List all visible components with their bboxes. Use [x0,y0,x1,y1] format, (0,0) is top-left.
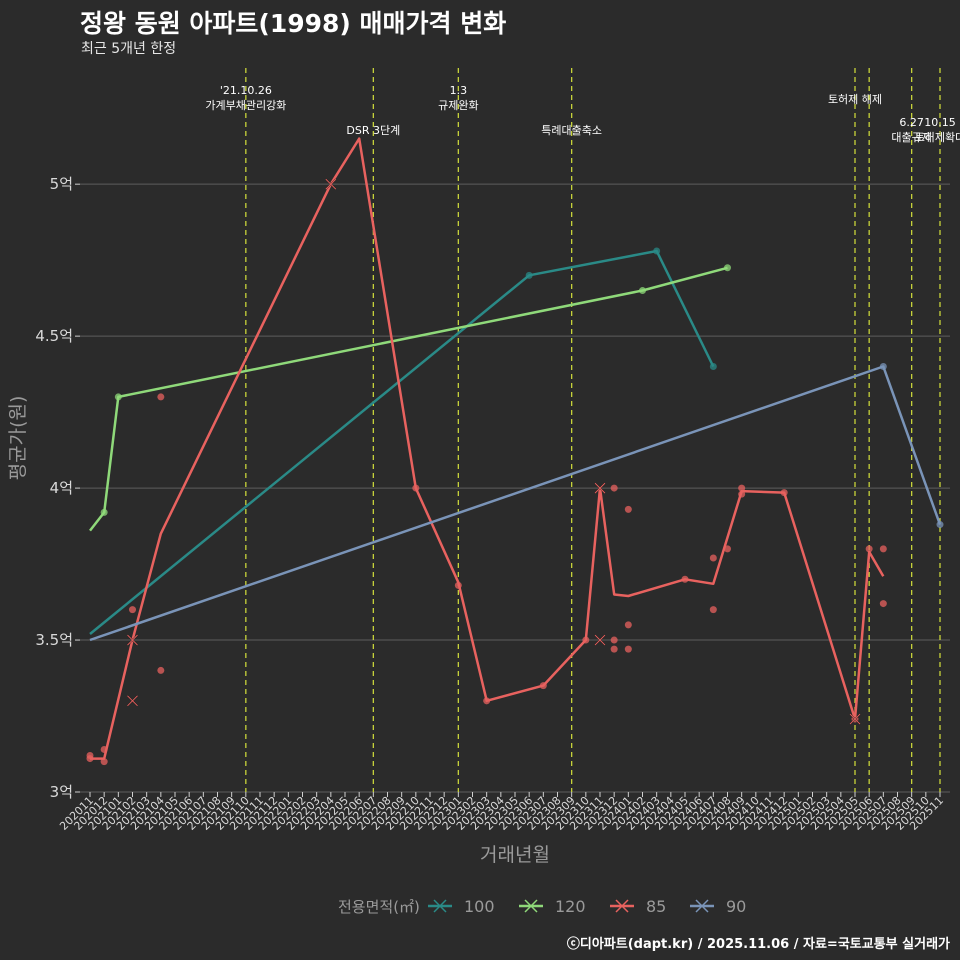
data-point-85 [539,682,547,690]
data-point-85 [780,489,788,497]
data-point-100 [653,247,661,255]
data-point-90 [936,521,944,529]
data-point-120 [724,264,731,272]
cross-stroke [849,713,861,725]
y-tick-label: 4.5억 [35,327,73,345]
data-point-85 [100,758,108,766]
data-point-85 [412,484,420,492]
series-line-100 [89,249,715,635]
data-point-85 [681,575,689,583]
legend-label: 100 [464,897,495,916]
x-axis-title: 거래년월 [480,844,550,866]
event-label: DSR 3단계 [346,124,400,137]
data-point-85 [582,636,590,644]
legend-label: 120 [555,897,586,916]
series-line-90 [89,365,942,642]
event-label: '21.10.26 [220,84,272,97]
data-point-120 [114,393,122,401]
legend-swatch-cross [615,899,629,913]
y-tick-label: 3.5억 [35,631,73,649]
data-point-85 [610,645,618,653]
legend-label: 85 [646,897,666,916]
legend-swatch-cross [695,899,709,913]
event-label: 가계부채관리강화 [205,99,286,112]
legend-item-85: 85 [610,897,666,916]
cross-marker-85 [594,634,606,646]
data-point-85 [879,545,887,553]
data-point-85 [624,621,632,629]
legend-title: 전용면적(㎡) [338,898,420,916]
event-label: 토허제확대 [915,131,960,144]
event-label: 규제완화 [438,99,478,112]
data-point-85 [157,666,165,674]
event-label: 대출규제 [891,131,931,144]
event-label: 토허제 해제 [828,92,882,106]
chart-subtitle: 최근 5개년 한정 [81,41,177,57]
y-tick-label: 4억 [50,479,73,497]
event-label: 특례대출축소 [541,124,602,137]
legend-swatch-cross [524,899,538,913]
data-point-120 [100,508,108,516]
data-point-85 [865,545,873,553]
grid-layer [80,183,950,793]
data-point-85 [879,600,887,608]
series-line-85 [90,137,885,760]
data-point-85 [738,490,746,498]
data-point-100 [525,271,533,279]
cross-stroke [325,178,337,190]
cross-stroke [127,695,138,707]
axis-layer: 거래년월 평균가(원) 3억3.5억4억4.5억5억20201120201220… [7,175,946,866]
cross-marker-85 [126,634,139,646]
cross-marker-85 [126,695,139,707]
data-point-85 [624,645,632,653]
data-point-85 [724,545,731,553]
data-point-85 [454,581,462,589]
event-label: 1.3 [450,84,468,97]
cross-stroke [127,634,138,646]
data-point-85 [157,393,165,401]
y-axis-title: 평균가(원) [7,396,29,481]
series-line-120 [89,266,728,532]
data-point-85 [483,697,491,705]
legend-swatch-cross [433,899,447,913]
cross-stroke [594,634,606,646]
data-point-85 [100,745,108,753]
data-point-85 [86,755,94,763]
cross-marker-85 [594,482,606,494]
y-tick-label: 5억 [50,175,73,193]
legend: 전용면적(㎡) 100 120 85 90 [338,897,746,916]
data-point-100 [709,363,717,371]
cross-marker-85 [849,713,861,725]
data-point-85 [709,606,717,614]
legend-label: 90 [726,897,746,916]
y-tick-label: 3억 [50,783,73,801]
data-point-85 [738,484,746,492]
data-point-120 [639,287,646,295]
caption: ⓒ디아파트(dapt.kr) / 2025.11.06 / 자료=국토교통부 실… [566,937,950,952]
cross-stroke [594,482,606,494]
data-point-85 [129,606,136,614]
event-label: 10.15 [924,116,956,129]
event-label: 6.27 [899,116,924,129]
data-point-85 [610,484,618,492]
legend-item-100: 100 [428,897,495,916]
cross-marker-85 [325,178,337,190]
data-point-85 [709,554,717,562]
data-point-85 [610,636,618,644]
data-point-90 [879,363,887,371]
chart-title: 정왕 동원 아파트(1998) 매매가격 변화 [80,9,507,38]
legend-item-120: 120 [519,897,586,916]
data-point-85 [624,505,632,513]
series-layer [86,137,944,766]
legend-item-90: 90 [690,897,746,916]
